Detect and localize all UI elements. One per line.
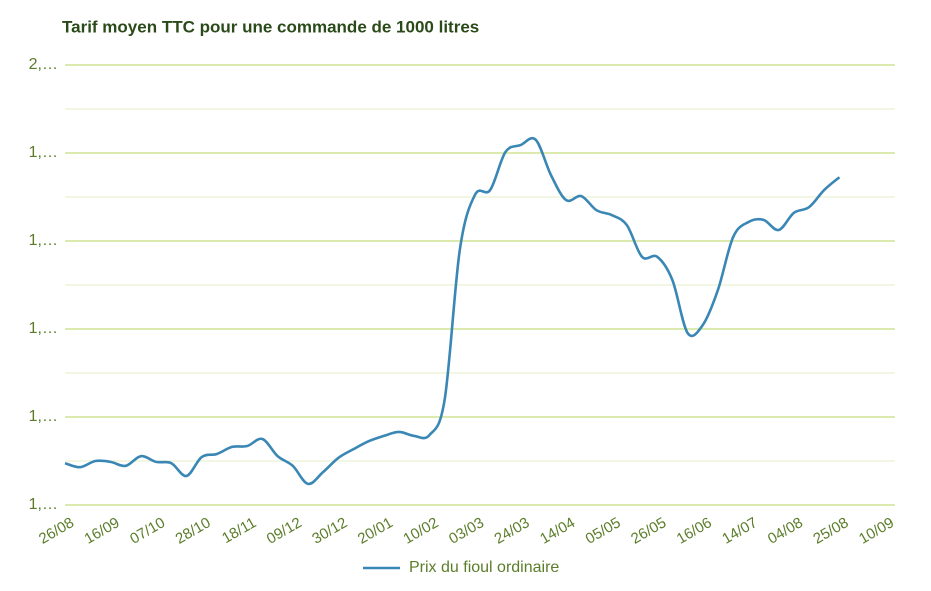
x-tick-label: 18/11 [219,514,259,547]
legend-label: Prix du fioul ordinaire [409,559,559,576]
x-tick-label: 28/10 [173,514,214,547]
x-tick-label: 09/12 [264,514,305,547]
x-tick-label: 16/06 [674,514,715,547]
x-tick-label: 14/07 [719,514,760,547]
x-tick-label: 20/01 [355,514,396,547]
line [64,136,841,486]
y-tick-label: 1,… [29,144,58,161]
y-tick-label: 1,… [29,232,58,249]
x-tick-label: 26/08 [36,514,77,547]
x-tick-label: 05/05 [583,514,624,547]
y-tick-label: 1,… [29,408,58,425]
x-tick-label: 10/09 [856,514,897,547]
x-tick-label: 03/03 [446,514,487,547]
chart-title: Tarif moyen TTC pour une commande de 100… [62,17,479,36]
x-tick-label: 14/04 [537,514,578,547]
y-tick-label: 1,… [29,320,58,337]
x-tick-label: 16/09 [82,514,123,547]
y-tick-label: 2,… [29,56,58,73]
x-tick-label: 25/08 [810,514,851,547]
x-tick-label: 24/03 [492,514,533,547]
x-tick-label: 10/02 [400,514,441,547]
x-tick-label: 26/05 [628,514,669,547]
x-tick-label: 04/08 [765,514,806,547]
x-tick-label: 07/10 [127,514,168,547]
y-tick-label: 1,… [29,496,58,513]
x-tick-label: 30/12 [309,514,350,547]
